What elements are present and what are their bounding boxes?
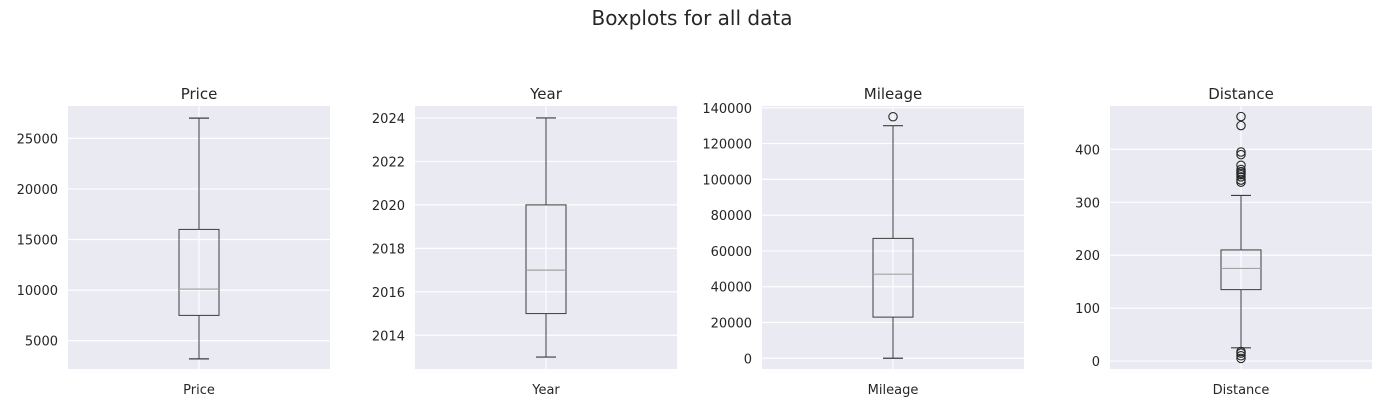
y-tick-label: 200 [1075, 249, 1100, 264]
y-tick-label: 400 [1075, 143, 1100, 158]
y-tick-label: 5000 [25, 335, 58, 350]
panel-year: 2014 2016 2018 2020 2022 2024 Year Year [372, 85, 677, 398]
outlier-point [1236, 160, 1246, 171]
figure-title: Boxplots for all data [592, 6, 793, 30]
y-tick-label: 2020 [372, 199, 405, 214]
y-tick-label: 2022 [372, 155, 405, 170]
y-tick-label: 2016 [372, 286, 405, 301]
y-tick-label: 2018 [372, 242, 405, 257]
panel-title: Price [181, 85, 218, 103]
panel-title: Distance [1208, 85, 1274, 103]
y-tick-label: 100 [1075, 302, 1100, 317]
iqr-box [178, 228, 220, 316]
y-tick-label: 2014 [372, 329, 405, 344]
y-tick-label: 10000 [17, 284, 58, 299]
x-tick-label: Price [183, 383, 215, 398]
y-tick-label: 60000 [711, 245, 752, 260]
y-tick-label: 15000 [17, 234, 58, 249]
y-tick-label: 100000 [702, 173, 752, 188]
iqr-box [872, 237, 914, 318]
y-tick-label: 25000 [17, 132, 58, 147]
panel-distance: 0 100 200 300 400 Distance Distance [1075, 85, 1372, 398]
y-tick-label: 0 [1092, 355, 1100, 370]
y-tick-label: 80000 [711, 209, 752, 224]
outlier-point [1236, 149, 1246, 160]
outlier-point [1236, 111, 1246, 122]
boxplot-panels: 500010000150002000025000PricePrice201420… [17, 85, 1372, 398]
y-tick-label: 20000 [711, 316, 752, 331]
outlier-point [1236, 147, 1246, 157]
outlier-point [1236, 120, 1246, 131]
outlier-point [1236, 351, 1246, 361]
panel-title: Mileage [864, 85, 922, 103]
outlier-point [1236, 164, 1246, 175]
x-tick-label: Distance [1213, 383, 1270, 398]
iqr-box [525, 204, 567, 315]
iqr-box [1220, 249, 1262, 291]
outlier-point [1236, 353, 1246, 364]
y-tick-label: 120000 [702, 138, 752, 153]
outlier-point [1236, 346, 1246, 357]
y-tick-label: 300 [1075, 196, 1100, 211]
panel-price: 5000 10000 15000 20000 25000 Price Price [17, 85, 330, 398]
y-tick-label: 20000 [17, 183, 58, 198]
y-tick-label: 2024 [372, 112, 405, 127]
x-tick-label: Mileage [868, 383, 919, 398]
y-tick-label: 140000 [702, 102, 752, 117]
y-tick-label: 0 [744, 352, 752, 367]
panel-mileage: 0 20000 40000 60000 80000 100000 120000 140000 M… [702, 85, 1024, 398]
x-tick-label: Year [531, 383, 560, 398]
y-tick-label: 40000 [711, 281, 752, 296]
panel-title: Year [529, 85, 563, 103]
outlier-point [888, 111, 898, 122]
